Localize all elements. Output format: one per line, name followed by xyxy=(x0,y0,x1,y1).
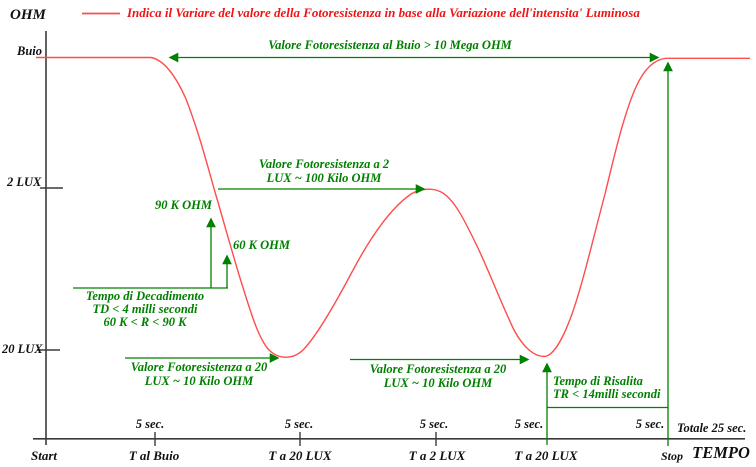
annotation-buio-value: Valore Fotoresistenza al Buio > 10 Mega … xyxy=(268,38,512,52)
x-tick-label-t-a-20lux-2: T a 20 LUX xyxy=(514,448,578,463)
annotation-20lux-first: Valore Fotoresistenza a 20 LUX ~ 10 Kilo… xyxy=(130,360,268,388)
y-tick-label-buio: Buio xyxy=(17,44,43,58)
x-axis-title: TEMPO xyxy=(692,443,750,462)
x-tick-label-stop: Stop xyxy=(660,449,684,463)
annotation-decay-time: Tempo di Decadimento TD < 4 milli second… xyxy=(85,289,205,329)
x-tick-label-t-a-20lux-1: T a 20 LUX xyxy=(268,448,332,463)
x-tick-label-start: Start xyxy=(30,448,58,463)
interval-label-4: 5 sec. xyxy=(514,417,544,431)
annotation-20lux-second: Valore Fotoresistenza a 20 LUX ~ 10 Kilo… xyxy=(369,362,507,390)
annotation-2lux-value: Valore Fotoresistenza a 2 LUX ~ 100 Kilo… xyxy=(258,157,390,185)
annotation-rise-time: Tempo di Risalita TR < 14milli secondi xyxy=(553,374,661,401)
resistance-curve xyxy=(36,56,750,358)
interval-label-5: 5 sec. xyxy=(635,417,665,431)
annotation-90k: 90 K OHM xyxy=(155,198,212,212)
annotation-60k: 60 K OHM xyxy=(233,238,290,252)
y-axis-title: OHM xyxy=(10,7,46,23)
x-tick-label-t-a-2lux: T a 2 LUX xyxy=(408,448,466,463)
total-time-label: Totale 25 sec. xyxy=(677,421,747,435)
legend-label: Indica il Variare del valore della Fotor… xyxy=(127,5,640,20)
interval-label-1: 5 sec. xyxy=(135,417,165,431)
y-tick-label-20lux: 20 LUX xyxy=(2,342,43,356)
y-tick-label-2lux: 2 LUX xyxy=(7,175,42,189)
x-tick-label-t-al-buio: T al Buio xyxy=(128,448,180,463)
interval-label-2: 5 sec. xyxy=(284,417,314,431)
interval-label-3: 5 sec. xyxy=(419,417,449,431)
